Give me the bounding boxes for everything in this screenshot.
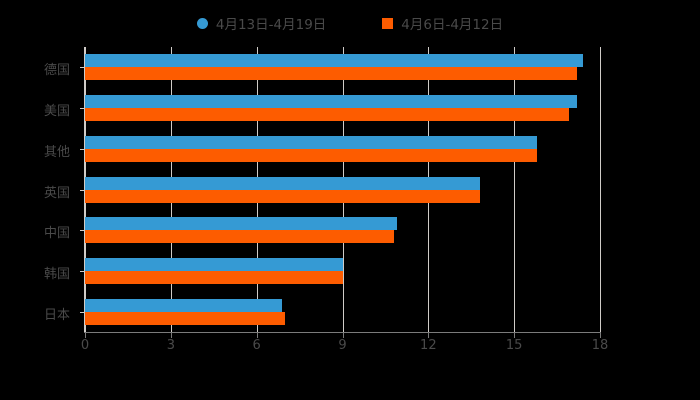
bar-0-3[interactable] (85, 176, 480, 190)
legend-marker-circle-icon (196, 17, 208, 29)
y-tick-label-0: 德国 (43, 63, 70, 79)
bar-1-4[interactable] (85, 230, 394, 244)
legend-label-series-0: 4月13日-4月19日 (215, 17, 327, 33)
x-gridline (600, 47, 601, 332)
x-tick-label: 3 (166, 338, 175, 353)
y-tick-mark (80, 67, 85, 69)
y-tick-label-1: 美国 (43, 104, 70, 120)
y-tick-label-5: 韩国 (43, 266, 70, 282)
x-axis-labels: 0 3 6 9 12 15 18 (0, 338, 700, 360)
legend-item-series-0[interactable]: 4月13日-4月19日 (196, 13, 327, 33)
x-tick-mark (342, 333, 344, 338)
x-tick-mark (428, 333, 430, 338)
y-axis-labels: 德国美国其他英国中国韩国日本 (0, 47, 78, 332)
bar-1-3[interactable] (85, 189, 480, 203)
y-tick-mark (80, 108, 85, 110)
bar-1-0[interactable] (85, 67, 578, 81)
chart-legend: 4月13日-4月19日 4月6日-4月12日 (0, 8, 700, 38)
x-tick-label: 6 (252, 338, 261, 353)
x-tick-label: 12 (420, 338, 437, 353)
x-gridline (514, 47, 516, 332)
x-tick-mark (85, 333, 86, 338)
y-tick-mark (80, 189, 85, 191)
x-tick-mark (600, 333, 601, 338)
x-axis-line (84, 332, 601, 333)
bar-1-1[interactable] (85, 108, 569, 122)
bar-0-0[interactable] (85, 54, 583, 68)
x-tick-label: 15 (505, 338, 523, 353)
bar-0-6[interactable] (85, 298, 283, 312)
plot-area (84, 47, 601, 332)
legend-item-series-1[interactable]: 4月6日-4月12日 (382, 13, 503, 33)
y-tick-mark (80, 230, 85, 232)
y-tick-label-3: 英国 (43, 185, 70, 201)
x-tick-mark (256, 333, 258, 338)
x-tick-label: 18 (591, 338, 609, 353)
y-tick-mark (80, 311, 85, 313)
bar-1-2[interactable] (85, 148, 538, 162)
x-tick-label: 0 (80, 338, 90, 353)
bar-0-2[interactable] (85, 135, 538, 149)
x-tick-label: 9 (338, 338, 347, 353)
bar-0-4[interactable] (85, 217, 397, 231)
y-tick-label-2: 其他 (43, 144, 70, 160)
y-tick-mark (80, 270, 85, 272)
bar-0-1[interactable] (85, 95, 578, 109)
bar-0-5[interactable] (85, 257, 343, 271)
y-tick-mark (80, 148, 85, 150)
y-tick-label-4: 中国 (43, 226, 70, 242)
legend-marker-square-icon (382, 17, 394, 29)
bar-1-5[interactable] (85, 270, 343, 284)
legend-label-series-1: 4月6日-4月12日 (401, 17, 504, 33)
y-tick-label-6: 日本 (43, 307, 70, 323)
x-tick-mark (170, 333, 172, 338)
bar-1-6[interactable] (85, 311, 286, 325)
x-tick-mark (514, 333, 516, 338)
